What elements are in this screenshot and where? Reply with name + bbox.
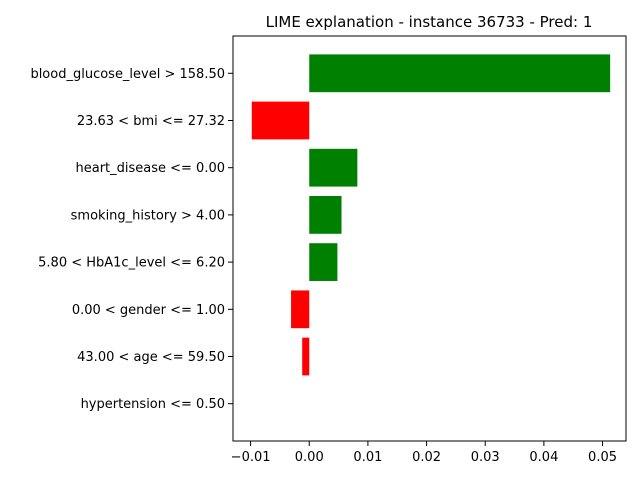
x-tick-label: 0.02	[412, 450, 441, 465]
bar-5	[291, 290, 310, 329]
plot-border	[232, 35, 627, 442]
y-tick-label: 23.63 < bmi <= 27.32	[77, 114, 225, 129]
y-tick-label: 43.00 < age <= 59.50	[77, 350, 225, 365]
y-tick-label: smoking_history > 4.00	[71, 208, 225, 223]
bar-1	[251, 101, 310, 140]
axes-frame	[232, 35, 627, 442]
y-tick-label: hypertension <= 0.50	[81, 397, 225, 412]
x-tick-label: 0.04	[529, 450, 558, 465]
x-tick-label: 0.00	[295, 450, 324, 465]
y-tick-label: 5.80 < HbA1c_level <= 6.20	[38, 256, 225, 271]
x-tick-label: 0.03	[471, 450, 500, 465]
bar-0	[309, 54, 611, 93]
x-ticks: −0.01 0.00 0.01 0.02 0.03 0.04 0.05	[231, 441, 617, 465]
y-tick-label: heart_disease <= 0.00	[75, 161, 225, 176]
bar-4	[309, 243, 338, 281]
y-tick-labels: blood_glucose_level > 158.50 23.63 < bmi …	[30, 67, 233, 412]
x-tick-label: −0.01	[231, 450, 271, 465]
chart-title: LIME explanation - instance 36733 - Pred…	[266, 13, 593, 31]
x-tick-label: 0.01	[353, 450, 382, 465]
bars-group	[251, 54, 611, 376]
bar-3	[309, 196, 342, 234]
x-tick-label: 0.05	[588, 450, 617, 465]
y-tick-label: 0.00 < gender <= 1.00	[72, 303, 225, 318]
y-tick-label: blood_glucose_level > 158.50	[30, 67, 225, 82]
bar-2	[309, 148, 358, 187]
bar-6	[302, 337, 310, 376]
